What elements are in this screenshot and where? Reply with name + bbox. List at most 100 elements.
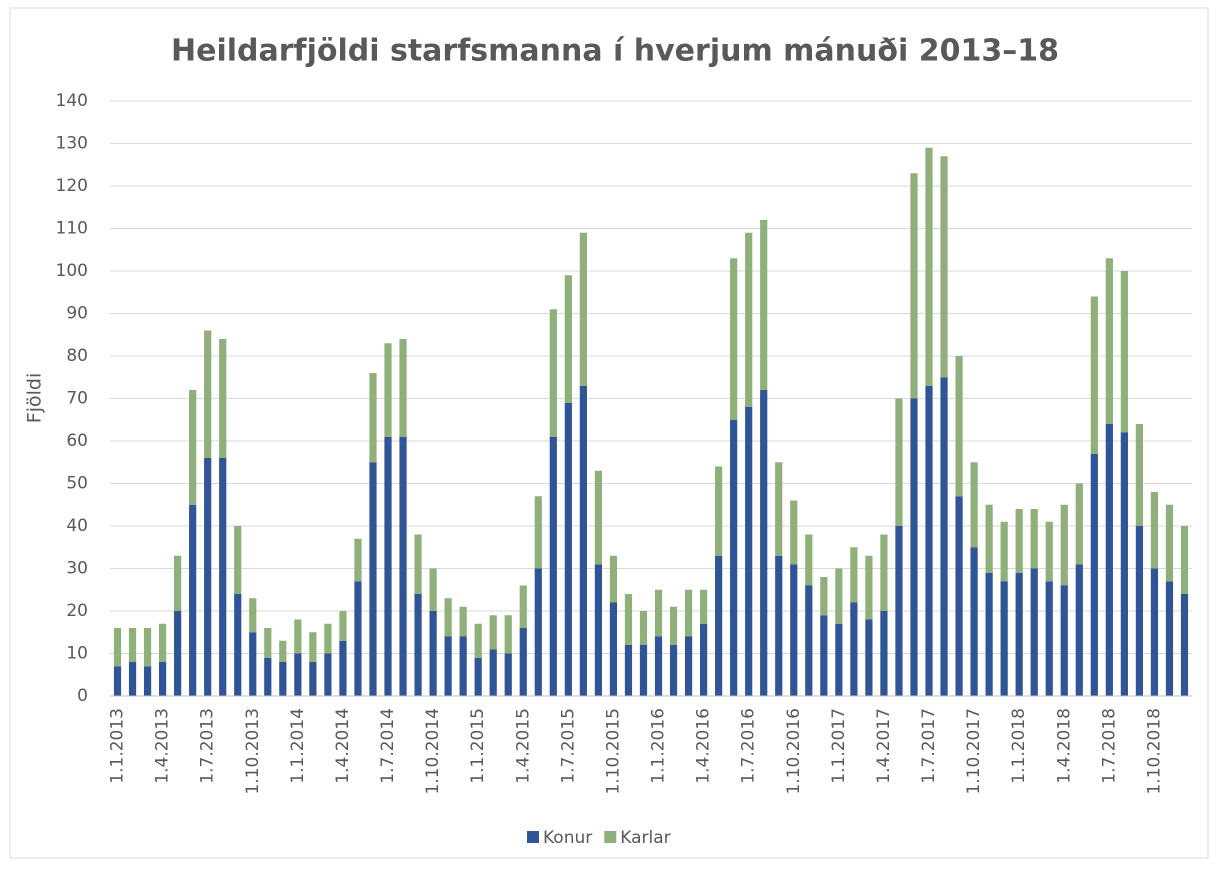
- bar-segment: [684, 589, 693, 637]
- bar-segment: [1045, 521, 1053, 582]
- bar-segment: [609, 555, 618, 603]
- bar-segment: [579, 385, 587, 696]
- x-tick-label: 1.4.2016: [694, 708, 714, 784]
- bar-segment: [699, 623, 708, 696]
- bar-segment: [760, 220, 768, 390]
- bar-segment: [624, 645, 633, 696]
- bar-segment: [1150, 492, 1159, 569]
- bar-segment: [910, 398, 918, 696]
- bar-segment: [474, 657, 482, 696]
- bar-segment: [264, 628, 272, 658]
- bar-segment: [1105, 424, 1113, 696]
- legend-label: Karlar: [620, 828, 670, 848]
- bar-segment: [414, 534, 422, 594]
- bar-segment: [895, 526, 903, 696]
- x-tick-label: 1.10.2018: [1144, 708, 1164, 795]
- bar-segment: [880, 534, 888, 611]
- bar-segment: [143, 628, 152, 667]
- bar-segment: [128, 662, 137, 696]
- bar-segment: [1090, 453, 1098, 696]
- y-axis-label: Fjöldi: [24, 373, 46, 423]
- bar-segment: [279, 640, 287, 662]
- y-tick-label: 70: [66, 389, 88, 409]
- bar-segment: [910, 173, 918, 399]
- x-tick-label: 1.10.2015: [603, 708, 623, 795]
- bar-segment: [534, 496, 542, 569]
- bar-segment: [1165, 504, 1174, 582]
- x-tick-label: 1.4.2013: [153, 708, 173, 784]
- bar-segment: [805, 534, 813, 586]
- bar-segment: [249, 632, 257, 696]
- bar-segment: [429, 611, 437, 696]
- bar-segment: [639, 645, 648, 696]
- bar-segment: [654, 636, 663, 696]
- y-tick-label: 80: [66, 346, 88, 366]
- bar-segment: [1000, 581, 1008, 696]
- bar-segment: [835, 623, 843, 696]
- bar-segment: [624, 594, 633, 645]
- y-tick-label: 40: [66, 516, 88, 536]
- x-tick-label: 1.1.2018: [1009, 708, 1029, 784]
- bar-segment: [669, 645, 678, 696]
- bar-segment: [489, 649, 497, 696]
- x-tick-label: 1.10.2016: [784, 708, 804, 795]
- x-tick-label: 1.7.2017: [919, 708, 939, 784]
- x-tick-label: 1.4.2017: [874, 708, 894, 784]
- bar-segment: [790, 564, 798, 696]
- bar-segment: [324, 653, 332, 696]
- bar-segment: [985, 572, 993, 696]
- bar-segment: [1165, 581, 1174, 696]
- bar-segment: [1135, 526, 1144, 696]
- bar-segment: [309, 662, 317, 696]
- bar-segment: [264, 657, 272, 696]
- bar-segment: [654, 589, 663, 637]
- x-tick-label: 1.1.2013: [108, 708, 128, 784]
- x-tick-label: 1.10.2013: [243, 708, 263, 795]
- bar-segment: [444, 636, 452, 696]
- x-tick-label: 1.10.2014: [423, 708, 443, 795]
- y-tick-label: 60: [66, 431, 88, 451]
- bar-segment: [985, 504, 993, 573]
- x-tick-label: 1.7.2018: [1099, 708, 1119, 784]
- chart-title: Heildarfjöldi starfsmanna í hverjum mánu…: [171, 34, 1059, 69]
- bar-segment: [940, 377, 948, 696]
- bar-segment: [459, 636, 467, 696]
- x-tick-label: 1.7.2015: [558, 708, 578, 784]
- bar-segment: [970, 547, 978, 696]
- x-tick-label: 1.7.2014: [378, 708, 398, 784]
- x-tick-label: 1.1.2016: [649, 708, 669, 784]
- bar-segment: [880, 611, 888, 696]
- bar-segment: [128, 628, 137, 662]
- bar-segment: [339, 611, 347, 641]
- bar-segment: [158, 662, 167, 696]
- bar-segment: [790, 500, 798, 565]
- bar-segment: [1180, 594, 1189, 696]
- bar-segment: [174, 555, 182, 611]
- bar-segment: [204, 458, 212, 696]
- bar-segment: [579, 232, 587, 386]
- bar-segment: [925, 147, 933, 386]
- bar-segment: [549, 436, 557, 696]
- bar-segment: [444, 598, 452, 637]
- bar-segment: [324, 623, 332, 654]
- bar-segment: [519, 585, 527, 628]
- bar-segment: [955, 496, 963, 696]
- x-tick-label: 1.4.2018: [1054, 708, 1074, 784]
- bar-segment: [1135, 424, 1144, 526]
- bar-segment: [249, 598, 257, 633]
- bar-segment: [504, 653, 512, 696]
- bar-segment: [895, 398, 903, 526]
- bar-segment: [730, 419, 738, 696]
- bar-segment: [1180, 526, 1189, 594]
- bar-segment: [339, 640, 347, 696]
- legend-label: Konur: [543, 828, 592, 848]
- bar-segment: [955, 356, 963, 497]
- bar-segment: [564, 275, 572, 403]
- y-tick-label: 10: [66, 644, 88, 664]
- bar-segment: [684, 636, 693, 696]
- bar-segment: [1030, 568, 1038, 696]
- bar-segment: [354, 581, 362, 696]
- bar-segment: [820, 615, 828, 696]
- bar-segment: [564, 402, 572, 696]
